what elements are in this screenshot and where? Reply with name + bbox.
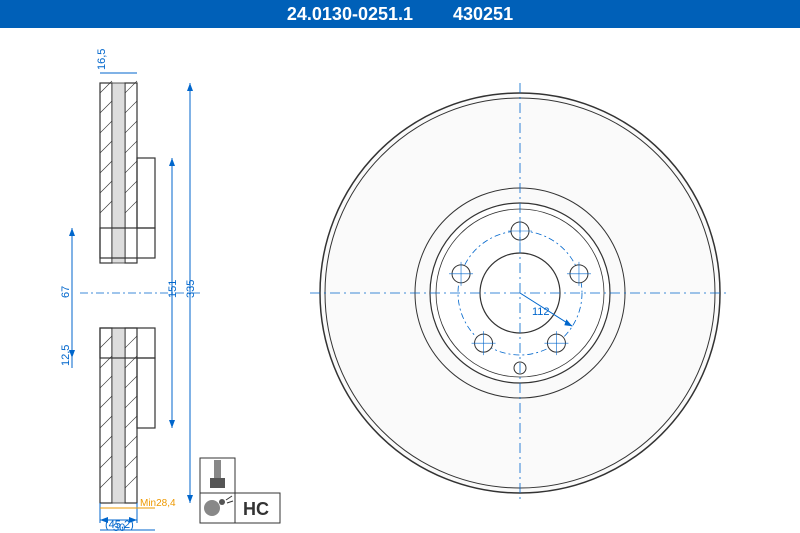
dim-step: 12,5 [60,345,72,366]
dim-hub-diameter: 151 [167,280,179,298]
drawing-area: 112 [0,28,800,533]
part-number-primary: 24.0130-0251.1 [287,4,413,25]
dim-flange: 16,5 [96,49,108,70]
dim-hub-offset: 67 [60,286,72,298]
dim-bolt-circle: 112 [532,306,550,318]
dim-outer-diameter: 335 [185,280,197,298]
min-thickness: Min28,4 [140,498,176,509]
dim-offset: (45,2) [105,519,134,531]
technical-drawing: 112 [0,28,800,533]
part-number-secondary: 430251 [453,4,513,25]
hc-label: HC [243,499,269,519]
header-bar: 24.0130-0251.1 430251 [0,0,800,28]
